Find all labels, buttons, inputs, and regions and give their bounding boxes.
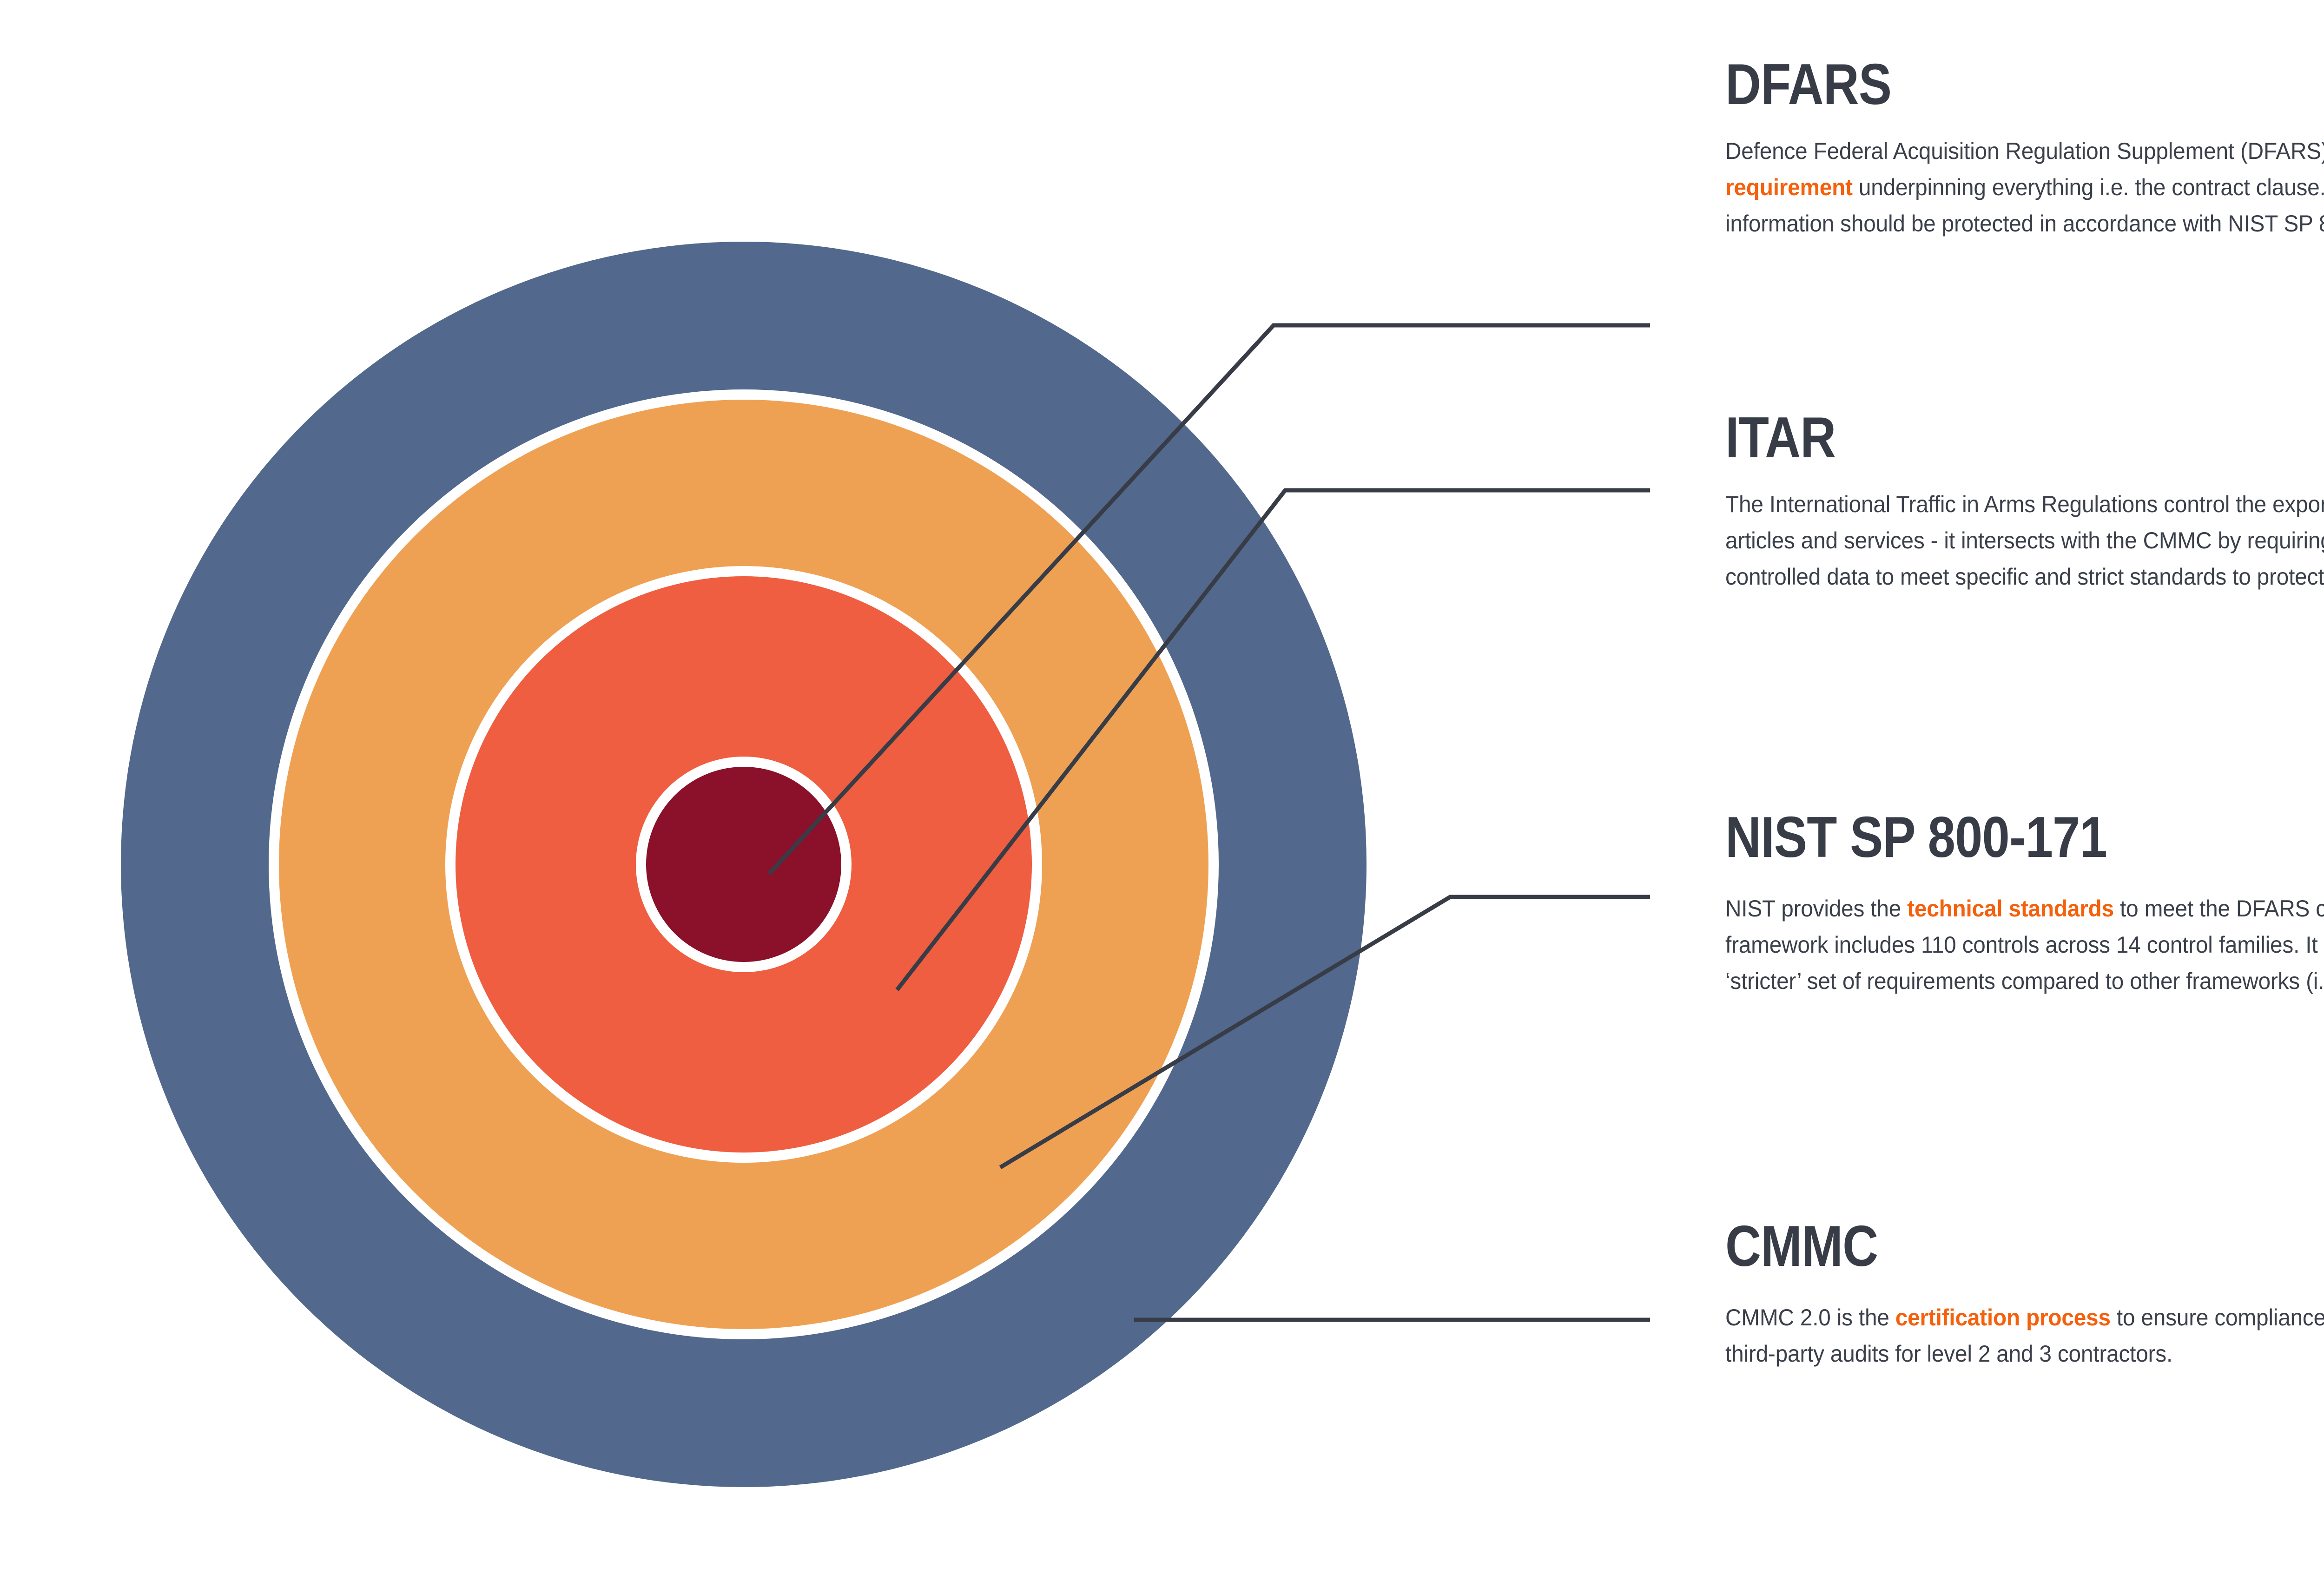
body-line: requirement underpinning everything i.e.… [1725, 169, 2324, 205]
highlight-phrase: requirement [1725, 174, 1853, 200]
body-text-run: CMMC 2.0 is the [1725, 1304, 1895, 1331]
body-text-run: The International Traffic in Arms Regula… [1725, 491, 2324, 517]
leader-line-nist [999, 895, 1650, 1169]
heading-dfars: DFARS [1725, 53, 1892, 117]
body-text-run: to meet the DFARS compliance. The [2120, 896, 2324, 922]
body-text-run: ‘stricter’ set of requirements compared … [1725, 968, 2324, 994]
concentric-rings-diagram [121, 242, 1650, 1487]
body-text-run: Defence Federal Acquisition Regulation S… [1725, 138, 2324, 164]
body-line: articles and services - it intersects wi… [1725, 522, 2324, 559]
heading-nist: NIST SP 800-171 [1725, 805, 2107, 869]
leader-line-itar [895, 488, 1650, 991]
body-line: CMMC 2.0 is the certification process to… [1725, 1299, 2324, 1336]
body-dfars: Defence Federal Acquisition Regulation S… [1725, 133, 2324, 242]
section-cmmc: CMMC CMMC 2.0 is the certification proce… [1725, 1218, 2324, 1372]
body-line: framework includes 110 controls across 1… [1725, 927, 2324, 963]
section-nist: NIST SP 800-171 NIST provides the techni… [1725, 809, 2324, 999]
leader-line-dfars [767, 323, 1650, 876]
body-nist: NIST provides the technical standards to… [1725, 890, 2324, 999]
highlight-phrase: certification process [1895, 1304, 2111, 1331]
heading-itar: ITAR [1725, 406, 1836, 470]
leader-lines [767, 323, 1650, 1322]
body-text-run: to ensure compliance, with [2116, 1304, 2324, 1331]
body-line: Defence Federal Acquisition Regulation S… [1725, 133, 2324, 169]
section-dfars: DFARS Defence Federal Acquisition Regula… [1725, 56, 2324, 242]
body-line: controlled data to meet specific and str… [1725, 559, 2324, 595]
body-text-run: third-party audits for level 2 and 3 con… [1725, 1341, 2173, 1367]
body-text-run: framework includes 110 controls across 1… [1725, 932, 2324, 958]
body-line: information should be protected in accor… [1725, 205, 2324, 242]
descriptions-column: DFARS Defence Federal Acquisition Regula… [1725, 0, 2324, 1594]
body-line: third-party audits for level 2 and 3 con… [1725, 1336, 2324, 1372]
body-text-run: underpinning everything i.e. the contrac… [1858, 174, 2324, 200]
heading-cmmc: CMMC [1725, 1214, 1878, 1278]
ring-dfars [646, 767, 841, 962]
body-text-run: NIST provides the [1725, 896, 1908, 922]
section-itar: ITAR The International Traffic in Arms R… [1725, 409, 2324, 595]
body-text-run: information should be protected in accor… [1725, 211, 2324, 237]
body-line: The International Traffic in Arms Regula… [1725, 486, 2324, 522]
body-text-run: articles and services - it intersects wi… [1725, 527, 2324, 553]
ring-group [121, 242, 1367, 1487]
body-line: NIST provides the technical standards to… [1725, 890, 2324, 927]
body-text-run: controlled data to meet specific and str… [1725, 564, 2324, 590]
body-itar: The International Traffic in Arms Regula… [1725, 486, 2324, 595]
highlight-phrase: technical standards [1907, 896, 2114, 922]
body-line: ‘stricter’ set of requirements compared … [1725, 963, 2324, 999]
body-cmmc: CMMC 2.0 is the certification process to… [1725, 1299, 2324, 1372]
